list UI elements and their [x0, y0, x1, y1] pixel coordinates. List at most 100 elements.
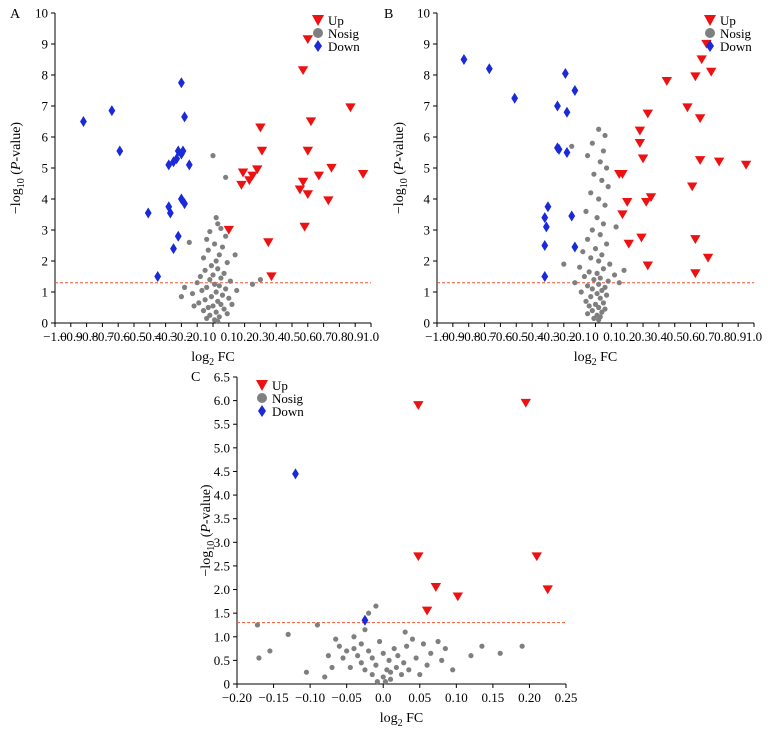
x-tick-label: 0.4: [651, 329, 668, 344]
x-tick-label: 0: [210, 329, 217, 344]
y-tick-label: 2: [424, 254, 431, 269]
nosig-point: [586, 269, 592, 275]
nosig-point: [366, 610, 372, 616]
nosig-point: [208, 263, 215, 269]
down-point: [165, 201, 173, 213]
y-tick-label: 9: [42, 37, 49, 52]
nosig-point: [210, 153, 216, 159]
nosig-point: [584, 153, 591, 159]
y-tick-label: 5: [42, 161, 49, 176]
x-tick-label: 0.8: [331, 329, 347, 344]
y-tick-label: 4: [424, 192, 431, 207]
legend-label: Nosig: [328, 26, 360, 41]
nosig-point: [581, 273, 588, 280]
x-axis-title-rest: FC: [403, 711, 424, 726]
nosig-point: [613, 224, 619, 230]
nosig-point: [218, 225, 224, 232]
x-tick-label: −0.2: [170, 329, 194, 344]
nosig-point: [216, 252, 222, 258]
nosig-point: [596, 304, 602, 311]
x-axis-title: log2 FC: [191, 350, 235, 368]
down-point: [555, 143, 563, 155]
nosig-point: [468, 653, 474, 659]
nosig-point: [605, 278, 611, 284]
nosig-point: [199, 287, 205, 294]
up-point: [297, 177, 309, 187]
nosig-point: [366, 648, 372, 654]
down-point: [561, 67, 569, 79]
x-tick-label: 0.15: [482, 690, 505, 705]
up-point: [302, 146, 313, 156]
x-tick-label: 0: [592, 329, 599, 344]
nosig-point: [611, 272, 618, 278]
up-point: [542, 585, 553, 595]
nosig-point: [223, 233, 229, 239]
y-tick-label: 3.5: [214, 511, 230, 526]
legend-marker-down: [258, 405, 266, 417]
nosig-point: [591, 277, 597, 283]
x-tick-label: 0.10: [445, 690, 468, 705]
up-point: [636, 233, 647, 243]
nosig-point: [589, 308, 595, 314]
nosig-point: [616, 280, 622, 286]
y-tick-label: 8: [42, 68, 49, 83]
x-axis-title-base: log: [191, 350, 209, 365]
legend-label: Up: [272, 378, 288, 393]
nosig-point: [580, 249, 586, 255]
nosig-point: [596, 317, 602, 323]
nosig-point: [257, 277, 263, 283]
nosig-point: [204, 284, 210, 290]
down-point: [165, 159, 173, 171]
nosig-point: [589, 227, 595, 233]
series-nosig: [178, 153, 263, 325]
up-point: [297, 66, 309, 76]
up-point: [357, 170, 369, 179]
x-tick-label: −0.1: [568, 329, 592, 344]
nosig-point: [406, 667, 412, 673]
nosig-point: [223, 286, 229, 292]
nosig-point: [336, 643, 342, 649]
series-up: [223, 35, 369, 282]
nosig-point: [603, 241, 610, 247]
series-nosig: [561, 126, 627, 323]
up-point: [690, 269, 701, 279]
up-point: [617, 170, 628, 179]
down-point: [170, 243, 177, 255]
up-point: [263, 238, 274, 248]
nosig-point: [204, 315, 210, 321]
nosig-point: [600, 266, 607, 272]
nosig-point: [208, 294, 215, 300]
x-tick-label: 0.8: [714, 329, 730, 344]
down-point: [174, 145, 182, 157]
x-tick-label: −0.8: [457, 329, 481, 344]
x-tick-label: −0.3: [536, 329, 560, 344]
up-point: [706, 67, 717, 77]
nosig-point: [413, 655, 419, 661]
y-axis-title-pre: −log: [199, 551, 214, 577]
nosig-point: [178, 294, 184, 300]
x-tick-label: −0.7: [473, 329, 497, 344]
nosig-point: [232, 252, 238, 258]
up-point: [641, 197, 652, 207]
legend-marker-up: [704, 15, 716, 26]
up-point: [236, 180, 247, 190]
nosig-point: [586, 303, 592, 309]
up-point: [244, 176, 255, 186]
nosig-point: [202, 297, 208, 303]
y-axis-title-p: P: [9, 161, 24, 171]
up-point: [694, 156, 706, 165]
y-axis-title-post: -value): [392, 122, 407, 162]
nosig-point: [621, 267, 627, 273]
nosig-point: [224, 311, 230, 317]
nosig-point: [322, 674, 328, 680]
nosig-point: [607, 261, 613, 267]
y-tick-label: 0: [42, 316, 49, 331]
nosig-point: [207, 228, 213, 235]
nosig-point: [591, 315, 597, 321]
panel-b: B012345678910−1.0−0.9−0.8−0.7−0.6−0.5−0.…: [384, 6, 762, 369]
nosig-point: [597, 275, 603, 281]
down-point: [173, 153, 181, 165]
nosig-point: [200, 308, 207, 314]
